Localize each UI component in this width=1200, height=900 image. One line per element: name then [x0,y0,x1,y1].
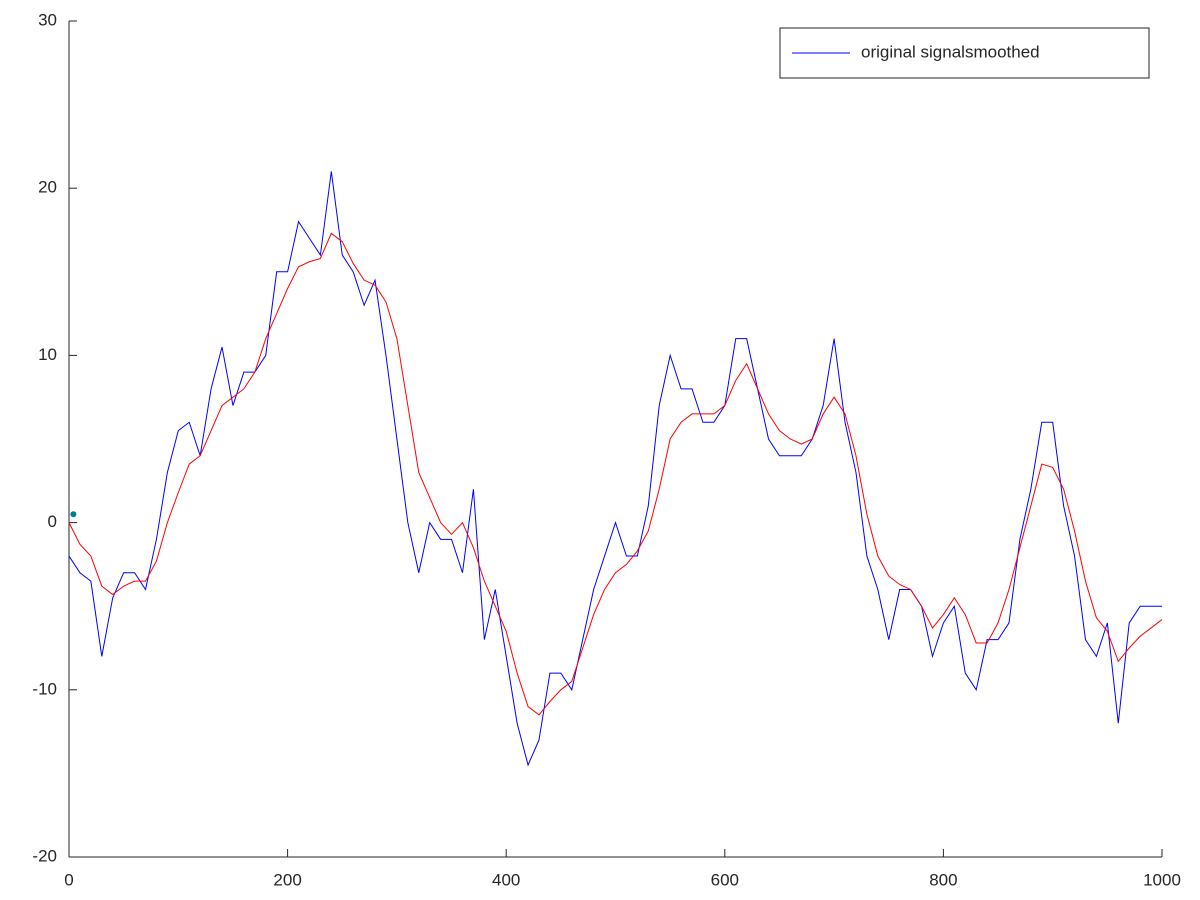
x-tick-label: 600 [711,870,739,889]
series-line [68,171,1162,767]
x-tick-label: 800 [929,870,957,889]
x-tick-label: 0 [64,870,73,889]
y-tick-label: 30 [38,10,57,29]
x-tick-label: 200 [273,870,301,889]
y-tick-label: 20 [38,178,57,197]
series-line [68,232,1163,716]
y-tick-label: 10 [38,345,57,364]
x-tick-label: 400 [492,870,520,889]
x-tick-label: 1000 [1143,870,1181,889]
y-tick-label: 0 [48,512,57,531]
point [70,511,77,518]
y-tick-label: -20 [32,846,57,865]
y-tick-label: -10 [32,679,57,698]
legend-label: original signalsmoothed [861,42,1040,61]
